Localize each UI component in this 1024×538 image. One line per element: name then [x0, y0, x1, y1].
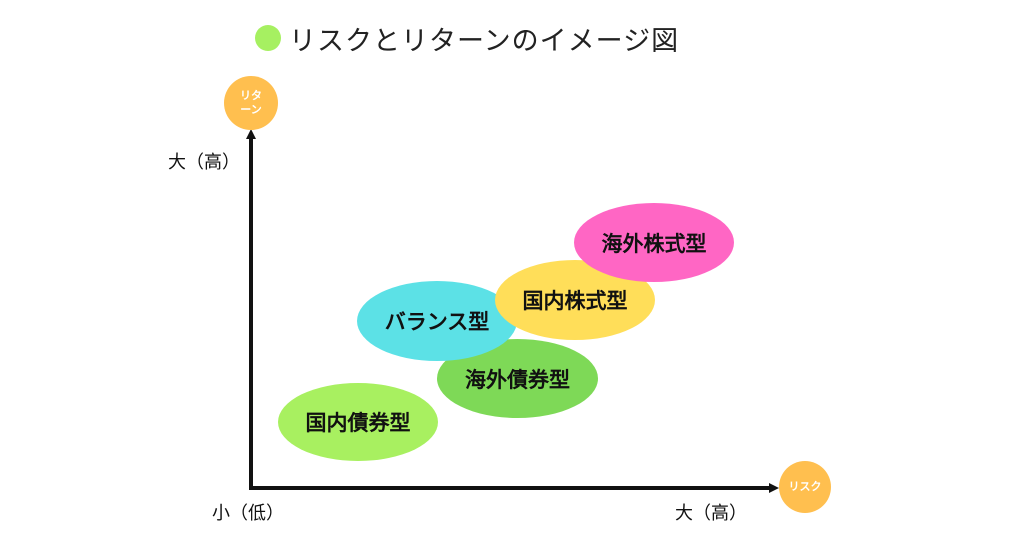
fund-blob-foreign-bond: 海外債券型 — [437, 339, 598, 418]
title-text: リスクとリターンのイメージ図 — [289, 25, 680, 57]
fund-blob-foreign-equity: 海外株式型 — [574, 203, 734, 282]
x-axis-high-label: 大（高） — [675, 503, 747, 524]
title-bullet-icon — [255, 25, 281, 51]
y-axis-high-label: 大（高） — [168, 152, 240, 173]
origin-label: 小（低） — [212, 503, 284, 524]
diagram-title: リスクとリターンのイメージ図 — [255, 18, 679, 58]
fund-label: バランス型 — [384, 310, 490, 334]
fund-label: 国内債券型 — [305, 411, 411, 435]
fund-blob-balanced: バランス型 — [357, 281, 517, 361]
fund-blob-domestic-bond: 国内債券型 — [278, 383, 438, 461]
fund-label: 海外株式型 — [601, 231, 707, 256]
fund-label: 国内株式型 — [522, 289, 628, 313]
risk-axis-badge: リスク — [779, 461, 831, 513]
fund-label: 海外債券型 — [465, 367, 570, 392]
return-axis-badge: リタ ーン — [224, 76, 278, 130]
